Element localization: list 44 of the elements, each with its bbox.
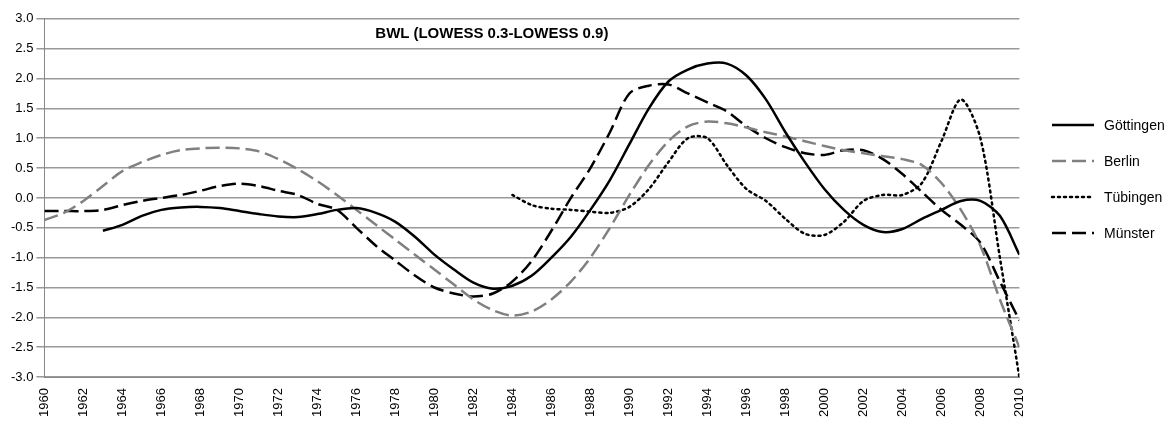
x-tick-label: 2004 bbox=[893, 388, 909, 417]
legend-label: Münster bbox=[1104, 225, 1155, 241]
y-tick-label: -3.0 bbox=[10, 368, 34, 384]
y-tick-label: 1.0 bbox=[15, 129, 34, 145]
x-tick-label: 2000 bbox=[815, 388, 831, 417]
x-tick-label: 1986 bbox=[542, 388, 558, 417]
x-tick-label: 1998 bbox=[776, 388, 792, 417]
y-tick-label: 0.5 bbox=[15, 159, 34, 175]
y-tick-label: 1.5 bbox=[15, 99, 34, 115]
x-tick-label: 1980 bbox=[425, 388, 441, 417]
x-tick-label: 1992 bbox=[659, 388, 675, 417]
x-tick-label: 1990 bbox=[620, 388, 636, 417]
legend-label: Tübingen bbox=[1104, 189, 1163, 205]
x-tick-label: 1972 bbox=[269, 388, 285, 417]
x-tick-label: 2010 bbox=[1010, 388, 1026, 417]
y-tick-label: -1.5 bbox=[10, 279, 34, 295]
y-tick-label: -1.0 bbox=[10, 249, 34, 265]
x-tick-label: 1974 bbox=[308, 388, 324, 417]
x-tick-label: 1970 bbox=[230, 388, 246, 417]
x-tick-label: 1966 bbox=[152, 388, 168, 417]
x-tick-label: 1984 bbox=[503, 388, 519, 417]
x-tick-label: 1976 bbox=[347, 388, 363, 417]
x-tick-label: 1962 bbox=[74, 388, 90, 417]
x-tick-label: 1994 bbox=[698, 388, 714, 417]
x-tick-label: 1996 bbox=[737, 388, 753, 417]
x-tick-label: 1982 bbox=[464, 388, 480, 417]
x-tick-label: 2008 bbox=[971, 388, 987, 417]
x-tick-label: 1960 bbox=[35, 388, 51, 417]
x-tick-label: 1988 bbox=[581, 388, 597, 417]
y-tick-label: 0.0 bbox=[15, 189, 34, 205]
legend-label: Göttingen bbox=[1104, 117, 1165, 133]
y-tick-label: -2.0 bbox=[10, 308, 34, 324]
y-tick-label: 2.0 bbox=[15, 70, 34, 86]
y-tick-label: -2.5 bbox=[10, 338, 34, 354]
y-tick-label: -0.5 bbox=[10, 219, 34, 235]
x-tick-label: 1978 bbox=[386, 388, 402, 417]
x-tick-label: 1964 bbox=[113, 388, 129, 417]
x-tick-label: 1968 bbox=[191, 388, 207, 417]
legend-label: Berlin bbox=[1104, 153, 1140, 169]
x-tick-label: 2002 bbox=[854, 388, 870, 417]
chart-title: BWL (LOWESS 0.3-LOWESS 0.9) bbox=[375, 23, 609, 41]
y-tick-label: 2.5 bbox=[15, 40, 34, 56]
x-tick-label: 2006 bbox=[932, 388, 948, 417]
y-tick-label: 3.0 bbox=[15, 10, 34, 26]
